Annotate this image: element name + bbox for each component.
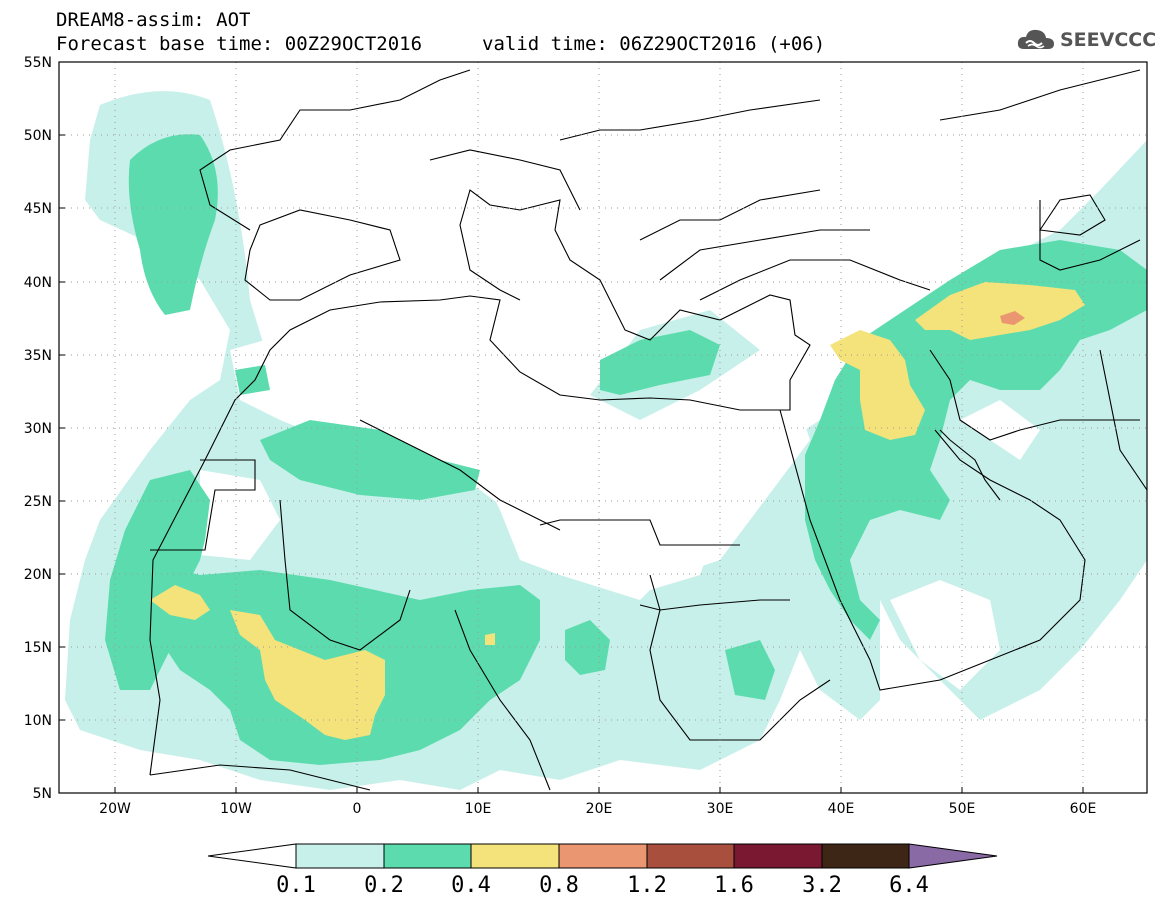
lon-tick-label: 50E [949, 801, 976, 817]
colorbar-label: 0.2 [364, 873, 404, 898]
lon-tick-label: 0 [353, 801, 362, 817]
colorbar-bin [295, 843, 385, 869]
lat-tick-label: 55N [24, 55, 52, 71]
base-time: Forecast base time: 00Z29OCT2016 [56, 33, 423, 55]
colorbar-bin [470, 843, 560, 869]
colorbar: 0.1 0.2 0.4 0.8 1.2 1.6 3.2 6.4 [207, 843, 998, 898]
logo-text: SEEVCCC [1060, 29, 1157, 51]
lat-tick-label: 45N [24, 201, 52, 217]
lon-tick-label: 40E [828, 801, 855, 817]
forecast-times: Forecast base time: 00Z29OCT2016 valid ti… [56, 33, 825, 55]
colorbar-bin [558, 843, 648, 869]
valid-time: valid time: 06Z29OCT2016 (+06) [482, 33, 826, 55]
colorbar-bin [646, 843, 735, 869]
colorbar-label: 1.2 [627, 873, 667, 898]
colorbar-label: 3.2 [802, 873, 842, 898]
lat-tick-label: 50N [24, 128, 52, 144]
colorbar-bin [383, 843, 472, 869]
colorbar-label: 1.6 [714, 873, 754, 898]
tick-marks [59, 134, 1084, 793]
lat-tick-label: 5N [33, 786, 52, 802]
seevccc-logo: SEEVCCC [1016, 24, 1156, 56]
lat-tick-label: 30N [24, 421, 52, 437]
lon-tick-label: 20W [99, 801, 131, 817]
lat-tick-label: 20N [24, 567, 52, 583]
colorbar-high-arrow [908, 843, 998, 869]
colorbar-label: 0.1 [276, 873, 316, 898]
lon-tick-label: 20E [586, 801, 613, 817]
lat-tick-label: 15N [24, 640, 52, 656]
colorbar-bin [821, 843, 910, 869]
lat-tick-label: 25N [24, 494, 52, 510]
colorbar-low-arrow [207, 843, 297, 869]
lon-tick-label: 30E [707, 801, 734, 817]
aot-0.4-0.8-area [150, 282, 1085, 740]
longitude-axis: 20W 10W 0 10E 20E 30E 40E 50E 60E [99, 801, 1096, 817]
coastlines-and-borders [149, 69, 1147, 791]
colorbar-label: 6.4 [889, 873, 929, 898]
cloud-icon [1017, 29, 1054, 49]
grid-lines [59, 62, 1147, 793]
colorbar-label: 0.8 [539, 873, 579, 898]
colorbar-bin [733, 843, 823, 869]
lon-tick-label: 10E [465, 801, 492, 817]
latitude-axis: 55N 50N 45N 40N 35N 30N 25N 20N 15N 10N … [24, 55, 52, 802]
lat-tick-label: 35N [24, 348, 52, 364]
aot-0.8-1.2-area [1000, 311, 1025, 325]
lat-tick-label: 40N [24, 275, 52, 291]
aot-field [65, 91, 1147, 791]
aot-below-0.1-area [200, 320, 1040, 690]
lon-tick-label: 10W [220, 801, 252, 817]
lat-tick-label: 10N [24, 713, 52, 729]
map-title: DREAM8-assim: AOT [56, 9, 251, 31]
lon-tick-label: 60E [1070, 801, 1097, 817]
colorbar-label: 0.4 [451, 873, 491, 898]
